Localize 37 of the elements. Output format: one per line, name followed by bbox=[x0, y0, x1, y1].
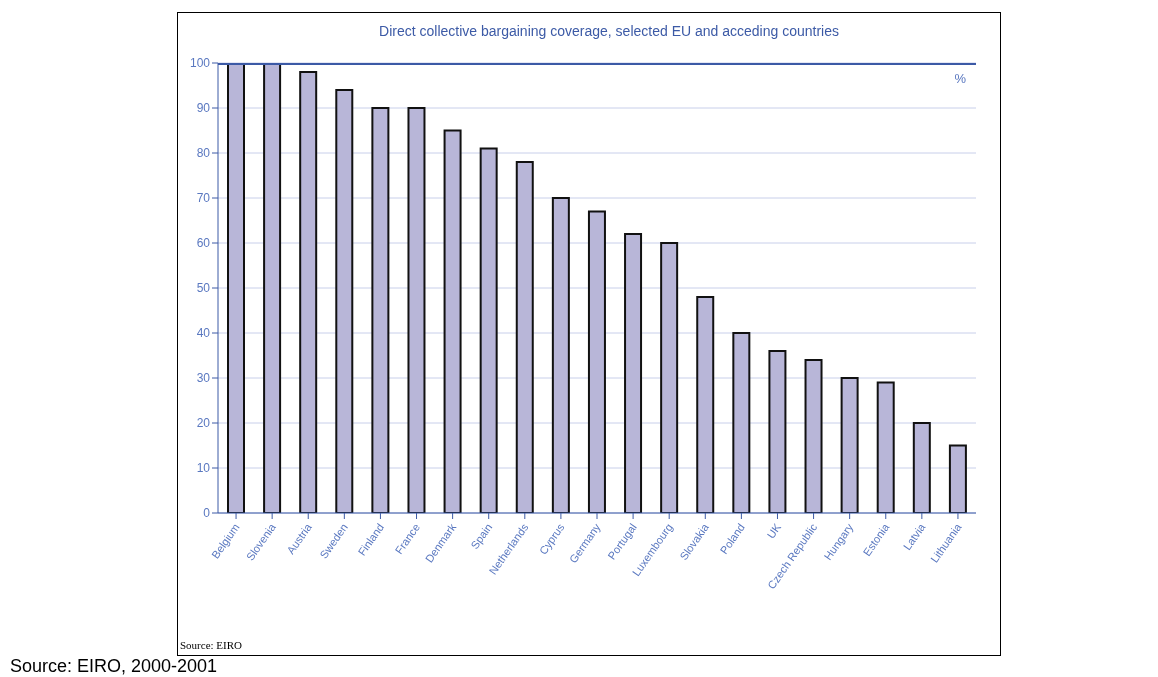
bar bbox=[407, 107, 426, 513]
y-tick-label: 0 bbox=[203, 506, 211, 521]
bar bbox=[299, 71, 318, 513]
bar bbox=[660, 242, 679, 513]
bar bbox=[335, 89, 354, 513]
bar bbox=[371, 107, 390, 513]
bar bbox=[696, 296, 715, 513]
bar bbox=[804, 359, 823, 513]
bar bbox=[479, 147, 498, 513]
y-tick-label: 10 bbox=[196, 461, 211, 476]
y-tick-label: 70 bbox=[196, 191, 211, 206]
chart-title: Direct collective bargaining coverage, selected EU and acceding countries bbox=[378, 23, 840, 39]
bar bbox=[263, 63, 282, 513]
y-tick-label: 50 bbox=[196, 281, 211, 296]
x-tick-label: UK bbox=[764, 520, 784, 541]
source-note: Source: EIRO bbox=[180, 639, 243, 651]
bar bbox=[912, 422, 931, 513]
bar bbox=[515, 161, 534, 513]
y-axis-title: % bbox=[954, 71, 966, 86]
y-tick-label: 90 bbox=[196, 101, 211, 116]
source-note: Source: EIRO, 2000-2001 bbox=[10, 656, 218, 677]
bar bbox=[948, 444, 967, 513]
y-tick-label: 30 bbox=[196, 371, 211, 386]
bar bbox=[443, 129, 462, 513]
bar bbox=[624, 233, 643, 513]
bar bbox=[768, 350, 787, 513]
y-tick-label: 20 bbox=[196, 416, 211, 431]
bar bbox=[876, 381, 895, 513]
bar bbox=[840, 377, 859, 513]
bar bbox=[587, 210, 606, 513]
y-tick-label: 40 bbox=[196, 326, 211, 341]
y-tick-label: 100 bbox=[189, 56, 211, 71]
bar bbox=[227, 63, 245, 513]
y-tick-label: 80 bbox=[196, 146, 211, 161]
bar bbox=[732, 332, 751, 513]
bar bbox=[551, 197, 570, 513]
y-tick-label: 60 bbox=[196, 236, 211, 251]
